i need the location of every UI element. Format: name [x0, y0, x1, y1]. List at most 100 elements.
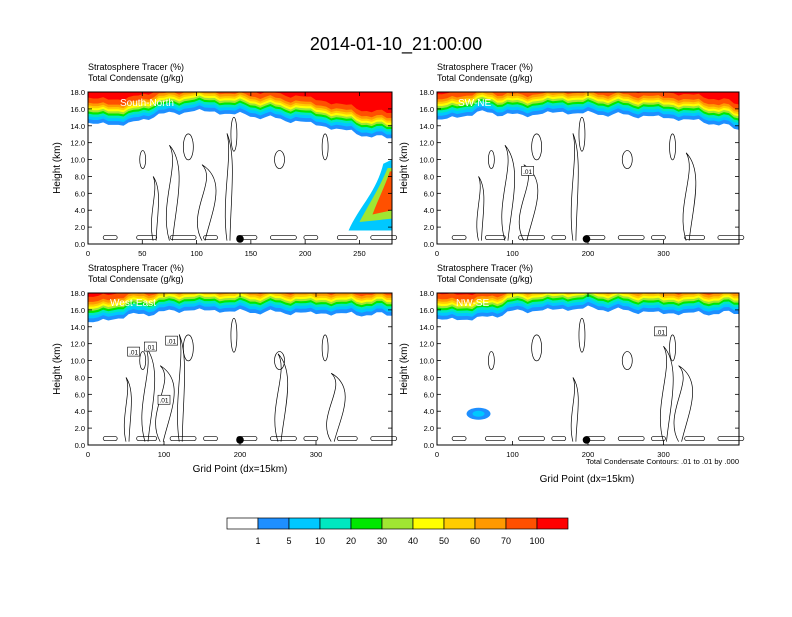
y-axis-label: Height (km)	[399, 142, 410, 194]
low-cloud-contour	[518, 436, 545, 441]
y-tick-label: 10.0	[70, 156, 85, 165]
panel-header-line2: Total Condensate (g/kg)	[437, 73, 533, 83]
low-cloud-contour	[551, 235, 567, 240]
contour-label-box	[157, 394, 171, 405]
upper-cloud-contour	[139, 351, 147, 370]
contour-label: .01	[159, 398, 168, 405]
x-tick-label: 0	[86, 249, 90, 258]
contour-label: .01	[167, 339, 176, 346]
tracer-band-8	[88, 293, 392, 302]
x-tick-label: 150	[245, 249, 258, 258]
y-tick-label: 18.0	[419, 289, 434, 298]
upper-cloud-contour	[621, 351, 633, 370]
low-cloud-contour	[303, 235, 319, 240]
contour-label-box	[144, 341, 157, 352]
low-cloud-contour	[451, 436, 467, 441]
low-cloud-contour	[484, 436, 506, 441]
x-tick-label: 300	[657, 249, 670, 258]
low-cloud-contour	[551, 436, 567, 441]
low-cloud-contour	[169, 436, 197, 441]
y-tick-label: 8.0	[75, 373, 85, 382]
x-tick-label: 200	[582, 450, 595, 459]
upper-cloud-contour	[230, 116, 238, 152]
y-tick-label: 0.0	[424, 441, 434, 450]
panel-west-east: Stratosphere Tracer (%) Total Condensate…	[52, 263, 398, 475]
y-tick-label: 2.0	[424, 223, 434, 232]
panel-sw-ne: Stratosphere Tracer (%) Total Condensate…	[399, 62, 745, 258]
convective-contour	[151, 176, 159, 241]
upper-cloud-contour	[621, 150, 633, 169]
upper-cloud-contour	[578, 317, 586, 353]
panel-header-line1: Stratosphere Tracer (%)	[88, 263, 184, 273]
low-cloud-contour	[102, 235, 118, 240]
convective-contour	[224, 133, 233, 241]
y-tick-label: 16.0	[70, 105, 85, 114]
panel-nw-se: Stratosphere Tracer (%) Total Condensate…	[399, 263, 745, 485]
low-cloud-contour	[370, 436, 398, 441]
y-tick-label: 18.0	[70, 289, 85, 298]
panel-label: NW-SE	[456, 298, 489, 309]
low-cloud-contour	[203, 436, 218, 441]
low-cloud-contour	[684, 436, 705, 441]
colorbar-swatch	[474, 517, 507, 530]
low-cloud-contour	[717, 235, 745, 240]
colorbar-swatch	[381, 517, 414, 530]
low-cloud-contour	[484, 235, 506, 240]
low-cloud-contour	[336, 235, 358, 240]
contour-label-box	[165, 335, 178, 346]
x-tick-label: 100	[506, 249, 519, 258]
y-tick-label: 6.0	[424, 189, 434, 198]
low-cloud-contour	[102, 436, 118, 441]
contour-label: .01	[146, 345, 155, 352]
condensate-contours	[102, 317, 398, 442]
y-tick-label: 14.0	[70, 122, 85, 131]
low-cloud-contour	[651, 235, 666, 240]
y-tick-label: 2.0	[424, 424, 434, 433]
upper-cloud-contour	[488, 351, 495, 370]
low-cloud-contour	[336, 436, 358, 441]
y-tick-label: 2.0	[75, 223, 85, 232]
location-marker	[236, 436, 244, 444]
upper-cloud-contour	[321, 133, 329, 161]
low-cloud-contour	[203, 235, 218, 240]
convective-contour	[155, 365, 175, 442]
colorbar: 1 5 10 20 30 40 50 60 70 100	[226, 517, 569, 546]
colorbar-swatch	[319, 517, 352, 530]
y-tick-label: 14.0	[419, 323, 434, 332]
low-cloud-contour	[270, 235, 297, 240]
x-tick-label: 0	[435, 450, 439, 459]
y-axis-label: Height (km)	[52, 343, 63, 395]
tracer-blob	[472, 410, 485, 417]
contour-label: .01	[523, 169, 532, 176]
x-tick-label: 100	[158, 450, 171, 459]
colorbar-swatch	[536, 517, 569, 530]
contour-label-box	[654, 326, 667, 337]
x-tick-label: 50	[138, 249, 146, 258]
y-tick-label: 0.0	[75, 240, 85, 249]
y-tick-label: 10.0	[70, 357, 85, 366]
upper-cloud-contour	[182, 133, 194, 161]
x-tick-label: 200	[582, 249, 595, 258]
colorbar-swatch	[257, 517, 290, 530]
tracer-band-9	[437, 92, 739, 105]
low-cloud-contour	[617, 235, 645, 240]
y-tick-label: 16.0	[70, 306, 85, 315]
upper-cloud-contour	[182, 334, 194, 362]
upper-cloud-contour	[578, 116, 586, 152]
y-tick-label: 12.0	[419, 340, 434, 349]
upper-cloud-contour	[274, 150, 285, 169]
location-marker	[236, 235, 244, 243]
upper-cloud-contour	[139, 150, 147, 169]
y-tick-label: 12.0	[70, 340, 85, 349]
colorbar-swatch	[443, 517, 476, 530]
convective-contour	[570, 133, 579, 241]
contour-label-box	[521, 166, 534, 176]
tracer-band-9	[88, 92, 392, 113]
panel-label: South-North	[120, 98, 174, 109]
colorbar-label: 1	[255, 536, 260, 546]
x-tick-label: 100	[506, 450, 519, 459]
upper-cloud-contour	[230, 317, 238, 353]
y-tick-label: 6.0	[75, 390, 85, 399]
